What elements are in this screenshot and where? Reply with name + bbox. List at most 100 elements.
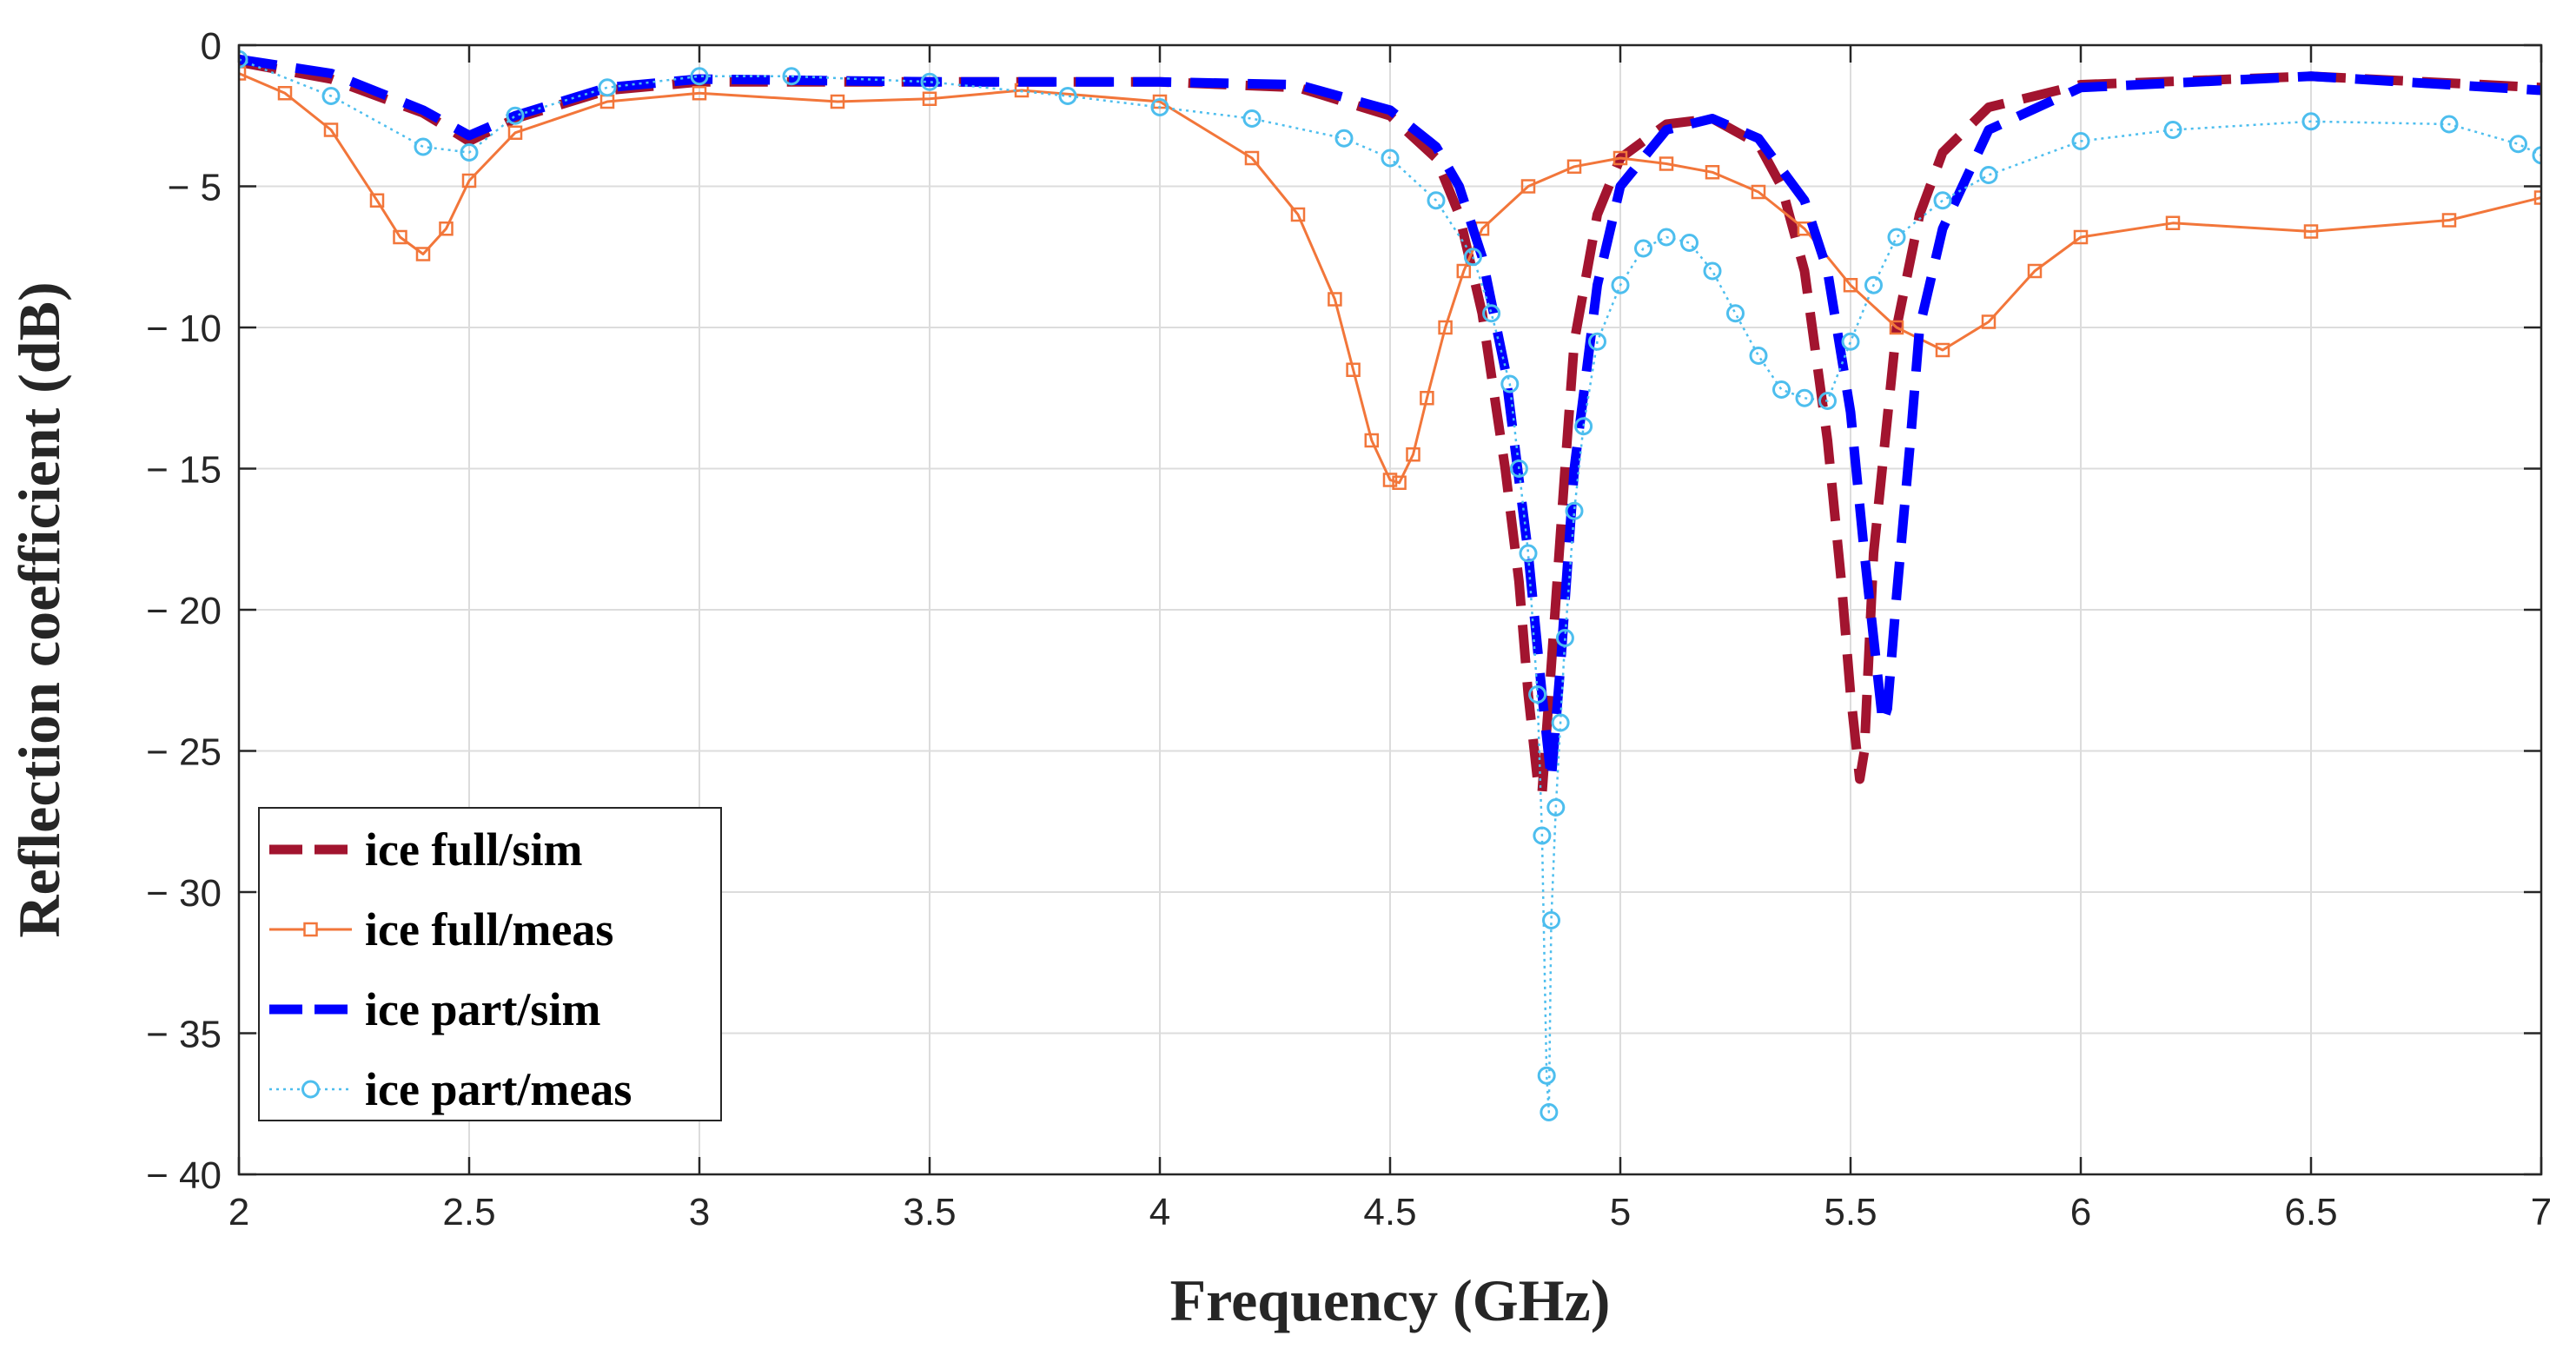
data-point-marker: [1935, 342, 1950, 358]
data-point-marker: [1381, 149, 1400, 168]
data-point-marker: [830, 94, 845, 109]
x-tick-label: 4: [1149, 1191, 1170, 1233]
data-point-marker: [321, 87, 341, 105]
data-point-marker: [2303, 224, 2319, 239]
data-point-marker: [782, 67, 801, 86]
data-point-marker: [1406, 447, 1420, 462]
x-tick-label: 5.5: [1824, 1191, 1877, 1233]
data-point-marker: [1242, 109, 1262, 128]
y-tick-label: − 20: [146, 590, 222, 632]
data-point-marker: [2533, 190, 2541, 205]
data-point-marker: [692, 86, 707, 101]
series-ice-part-sim: [239, 54, 2541, 784]
data-point-marker: [690, 67, 709, 86]
x-tick-label: 6.5: [2284, 1191, 2337, 1233]
x-axis: 2 2.5 3 3.5 4 4.5 5 5.5 6 6.5 7: [228, 45, 2552, 1233]
y-tick-label: − 5: [168, 167, 222, 209]
data-point-marker: [414, 137, 433, 156]
data-point-marker: [1933, 191, 1952, 210]
data-point-marker: [1555, 629, 1574, 647]
data-point-marker: [1841, 332, 1860, 351]
data-point-marker: [1058, 87, 1077, 105]
data-point-marker: [2027, 263, 2043, 279]
data-point-marker: [1456, 263, 1472, 279]
data-point-marker: [1537, 1066, 1556, 1085]
legend-marker: [303, 922, 318, 937]
data-point-marker: [2165, 215, 2181, 230]
data-point-marker: [507, 125, 523, 140]
data-point-marker: [920, 72, 939, 91]
x-tick-label: 2: [228, 1191, 249, 1233]
data-point-marker: [1334, 129, 1354, 148]
series-layer: [239, 50, 2541, 1121]
data-point-marker: [2073, 229, 2089, 245]
data-point-marker: [1438, 320, 1453, 335]
data-point-marker: [922, 91, 937, 106]
data-point-marker: [1887, 228, 1906, 247]
y-tick-label: 0: [201, 25, 222, 68]
data-point-marker: [2301, 112, 2321, 131]
data-point-marker: [439, 221, 454, 236]
data-point-marker: [1566, 159, 1582, 174]
data-point-marker: [1463, 248, 1482, 267]
data-point-marker: [598, 78, 617, 97]
legend-label: ice full/meas: [365, 903, 613, 955]
data-point-marker: [1657, 228, 1676, 247]
x-tick-label: 4.5: [1363, 1191, 1416, 1233]
x-tick-label: 2.5: [442, 1191, 495, 1233]
data-point-marker: [1392, 475, 1407, 490]
data-point-marker: [2441, 213, 2457, 228]
data-point-marker: [1818, 392, 1837, 410]
data-point-marker: [393, 229, 407, 245]
data-point-marker: [460, 143, 479, 162]
x-axis-title: Frequency (GHz): [1170, 1267, 1611, 1333]
legend-label: ice full/sim: [365, 823, 582, 876]
series-line: [239, 54, 2541, 784]
y-tick-label: − 35: [146, 1014, 222, 1056]
data-point-marker: [461, 173, 477, 188]
series-line: [239, 58, 2541, 1114]
data-point-marker: [1382, 473, 1398, 487]
data-point-marker: [1843, 278, 1858, 293]
data-point-marker: [2163, 121, 2182, 139]
series-line: [239, 72, 2541, 485]
data-point-marker: [506, 106, 525, 125]
y-tick-label: − 40: [146, 1154, 222, 1197]
data-point-marker: [1795, 388, 1814, 407]
y-axis-title: Reflection coefficient (dB): [6, 281, 72, 937]
data-point-marker: [1542, 911, 1560, 929]
legend-label: ice part/meas: [365, 1063, 632, 1115]
y-tick-label: − 25: [146, 731, 222, 774]
data-point-marker: [2071, 132, 2090, 150]
data-point-marker: [1889, 320, 1904, 335]
data-point-marker: [1981, 314, 1997, 329]
legend-box: [258, 807, 722, 1121]
data-point-marker: [277, 86, 293, 101]
data-point-marker: [1520, 179, 1536, 194]
series-ice-part-meas: [239, 50, 2541, 1121]
data-point-marker: [1533, 826, 1552, 845]
data-point-marker: [1420, 391, 1434, 406]
data-point-marker: [2532, 146, 2541, 165]
data-point-marker: [1482, 304, 1501, 323]
data-point-marker: [1244, 150, 1260, 166]
x-tick-label: 3.5: [903, 1191, 956, 1233]
x-tick-label: 6: [2070, 1191, 2091, 1233]
data-point-marker: [1364, 433, 1380, 448]
legend-marker: [301, 1080, 320, 1099]
data-point-marker: [1979, 166, 1998, 184]
data-point-marker: [1574, 417, 1593, 436]
data-point-marker: [1772, 380, 1791, 399]
data-point-marker: [1588, 332, 1606, 351]
data-point-marker: [1150, 98, 1169, 116]
data-point-marker: [2440, 115, 2459, 134]
data-point-marker: [1546, 798, 1566, 817]
y-tick-label: − 10: [146, 307, 222, 350]
data-point-marker: [1751, 184, 1766, 200]
data-point-marker: [1703, 261, 1722, 281]
data-point-marker: [415, 247, 431, 261]
data-point-marker: [1705, 165, 1720, 180]
data-point-marker: [1509, 460, 1528, 478]
data-point-marker: [1634, 239, 1652, 258]
